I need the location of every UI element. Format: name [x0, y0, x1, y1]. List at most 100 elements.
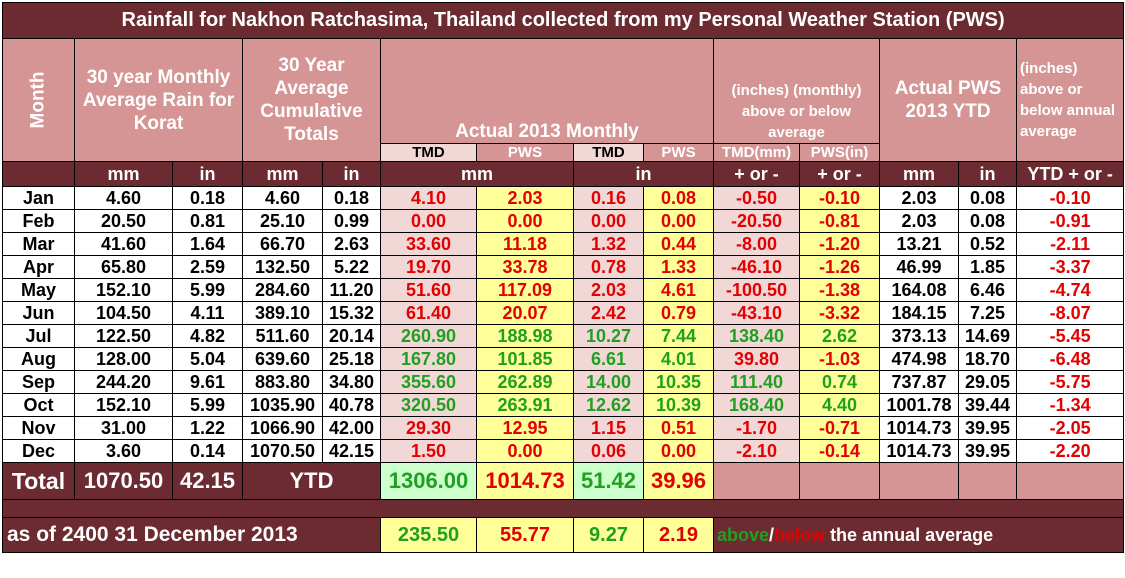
- cell-ytd-dev: -2.05: [1015, 416, 1125, 440]
- cell-avg-mm: 128.00: [74, 347, 173, 371]
- total-tmd-mm: 1306.00: [380, 462, 477, 500]
- table-row: Apr 65.80 2.59 132.50 5.22 19.70 33.78 0.78 1.33…: [2, 255, 1125, 279]
- table-row: Jan 4.60 0.18 4.60 0.18 4.10 2.03 0.16 0.08 -0.50…: [2, 186, 1125, 210]
- cell-ytd-in: 39.95: [958, 416, 1017, 440]
- monthly-deviation-header: (inches) (monthly) above or below averag…: [713, 38, 880, 144]
- cell-tmd-mm: 355.60: [380, 370, 477, 394]
- cell-cum-mm: 1066.90: [242, 416, 323, 440]
- footer-note-rest: the annual average: [825, 524, 994, 545]
- cell-month: Jun: [2, 301, 75, 325]
- cell-tmd-mm: 167.80: [380, 347, 477, 371]
- cell-cum-in: 34.80: [322, 370, 381, 394]
- subheader-pws-mm: PWS: [476, 143, 574, 162]
- cell-ytd-in: 0.08: [958, 186, 1017, 210]
- cell-pws-mm: 12.95: [476, 416, 574, 440]
- cell-tmd-in: 14.00: [573, 370, 644, 394]
- cell-pws-in: 4.61: [643, 278, 714, 302]
- total-tmd-in: 51.42: [573, 462, 644, 500]
- footer-note-below: below: [774, 524, 826, 545]
- cell-pws-in: 1.33: [643, 255, 714, 279]
- cell-dev-tmd: -8.00: [713, 232, 800, 256]
- cell-tmd-in: 1.32: [573, 232, 644, 256]
- cell-tmd-mm: 19.70: [380, 255, 477, 279]
- footer-note-slash: /: [769, 524, 775, 545]
- cell-dev-pws: -3.32: [799, 301, 880, 325]
- cell-month: Nov: [2, 416, 75, 440]
- cell-month: Aug: [2, 347, 75, 371]
- cell-avg-mm: 244.20: [74, 370, 173, 394]
- footer-tmd-mm: 235.50: [380, 517, 477, 553]
- cell-ytd-in: 39.95: [958, 439, 1017, 463]
- cell-avg-mm: 152.10: [74, 278, 173, 302]
- cell-avg-in: 0.18: [172, 186, 243, 210]
- cell-month: Jan: [2, 186, 75, 210]
- cell-ytd-dev: -0.91: [1015, 209, 1125, 233]
- cell-pws-mm: 2.03: [476, 186, 574, 210]
- cell-pws-mm: 11.18: [476, 232, 574, 256]
- total-empty: [799, 462, 880, 500]
- cell-avg-mm: 122.50: [74, 324, 173, 348]
- cell-ytd-in: 14.69: [958, 324, 1017, 348]
- cell-dev-pws: 2.62: [799, 324, 880, 348]
- cell-tmd-in: 10.27: [573, 324, 644, 348]
- cell-ytd-dev: -6.48: [1015, 347, 1125, 371]
- table-row: Oct 152.10 5.99 1035.90 40.78 320.50 263.91 12.…: [2, 393, 1125, 417]
- cell-tmd-in: 1.15: [573, 416, 644, 440]
- cell-cum-mm: 639.60: [242, 347, 323, 371]
- table-row: Sep 244.20 9.61 883.80 34.80 355.60 262.89 14.0…: [2, 370, 1125, 394]
- cell-pws-mm: 101.85: [476, 347, 574, 371]
- cell-ytd-dev: -2.20: [1015, 439, 1125, 463]
- cell-ytd-dev: -1.34: [1015, 393, 1125, 417]
- footer-note: above/below the annual average: [712, 517, 1125, 553]
- spacer-row: [1, 499, 1125, 518]
- cell-month: Sep: [2, 370, 75, 394]
- cell-month: Feb: [2, 209, 75, 233]
- cell-avg-in: 1.64: [172, 232, 243, 256]
- cell-ytd-mm: 737.87: [879, 370, 959, 394]
- cell-dev-pws: -1.26: [799, 255, 880, 279]
- cell-tmd-in: 2.03: [573, 278, 644, 302]
- unit-dev-pws: + or -: [799, 161, 880, 187]
- cell-cum-in: 25.18: [322, 347, 381, 371]
- cell-ytd-in: 0.08: [958, 209, 1017, 233]
- rainfall-table: Rainfall for Nakhon Ratchasima, Thailand…: [1, 2, 1125, 553]
- cell-dev-tmd: 168.40: [713, 393, 800, 417]
- cell-tmd-mm: 1.50: [380, 439, 477, 463]
- unit-cum-in: in: [322, 161, 381, 187]
- cell-cum-in: 0.99: [322, 209, 381, 233]
- cell-tmd-mm: 51.60: [380, 278, 477, 302]
- cell-tmd-mm: 260.90: [380, 324, 477, 348]
- cell-avg-mm: 65.80: [74, 255, 173, 279]
- cell-dev-pws: 0.74: [799, 370, 880, 394]
- cell-pws-mm: 117.09: [476, 278, 574, 302]
- cell-month: Mar: [2, 232, 75, 256]
- unit-ytd-mm: mm: [879, 161, 959, 187]
- cell-tmd-in: 0.06: [573, 439, 644, 463]
- unit-actual-mm: mm: [380, 161, 574, 187]
- unit-cum-mm: mm: [242, 161, 323, 187]
- cell-month: Oct: [2, 393, 75, 417]
- actual-monthly-header: Actual 2013 Monthly: [380, 38, 714, 144]
- table-row: Jun 104.50 4.11 389.10 15.32 61.40 20.07 2.42 0.…: [2, 301, 1125, 325]
- cell-ytd-in: 0.52: [958, 232, 1017, 256]
- cell-pws-mm: 188.98: [476, 324, 574, 348]
- cell-avg-in: 4.11: [172, 301, 243, 325]
- cell-cum-mm: 511.60: [242, 324, 323, 348]
- cell-dev-tmd: -2.10: [713, 439, 800, 463]
- cell-ytd-dev: -2.11: [1015, 232, 1125, 256]
- footer-tmd-in: 9.27: [573, 517, 644, 553]
- cell-tmd-in: 12.62: [573, 393, 644, 417]
- unit-dev-tmd: + or -: [713, 161, 800, 187]
- cell-cum-mm: 1035.90: [242, 393, 323, 417]
- cell-tmd-in: 0.16: [573, 186, 644, 210]
- cell-pws-in: 0.51: [643, 416, 714, 440]
- cell-cum-in: 20.14: [322, 324, 381, 348]
- cell-cum-mm: 66.70: [242, 232, 323, 256]
- cell-ytd-in: 6.46: [958, 278, 1017, 302]
- cell-cum-in: 40.78: [322, 393, 381, 417]
- cell-cum-in: 15.32: [322, 301, 381, 325]
- cell-tmd-in: 0.00: [573, 209, 644, 233]
- cell-ytd-dev: -4.74: [1015, 278, 1125, 302]
- table-row: Mar 41.60 1.64 66.70 2.63 33.60 11.18 1.32 0.44-…: [2, 232, 1125, 256]
- cell-dev-tmd: 39.80: [713, 347, 800, 371]
